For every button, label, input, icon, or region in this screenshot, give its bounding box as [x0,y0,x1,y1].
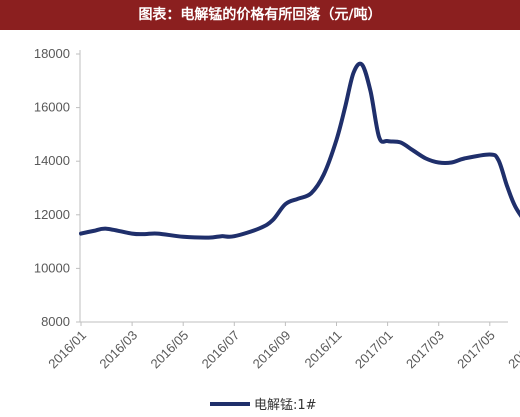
y-tick-labels: 8000 10000 12000 14000 16000 18000 [34,46,80,329]
x-tick-label: 2016/03 [96,328,140,372]
title-bar: 图表：电解锰的价格有所回落（元/吨） [0,0,520,30]
series-line-0 [79,61,520,240]
y-tick-label: 12000 [34,207,70,222]
x-tick-label: 2017/05 [454,328,498,372]
legend-label: 电解锰:1# [254,398,317,413]
chart-axes [79,50,508,323]
x-tick-label: 2017/07 [505,328,520,372]
y-tick-label: 10000 [34,260,70,275]
chart-title: 图表：电解锰的价格有所回落（元/吨） [138,7,382,23]
x-tick-labels: 2016/01 2016/03 2016/05 2016/07 2016/09 2016/… [45,322,520,371]
x-tick-label: 2016/09 [250,328,294,372]
y-tick-label: 16000 [34,100,70,115]
x-tick-label: 2016/07 [199,328,243,372]
x-tick-label: 2016/11 [301,328,344,371]
series-group [79,61,520,240]
x-tick-label: 2017/01 [352,328,396,372]
legend: 电解锰:1# [210,398,317,413]
x-tick-label: 2017/03 [403,328,447,372]
x-tick-label: 2016/05 [147,328,191,372]
y-tick-label: 8000 [41,314,70,329]
y-tick-label: 18000 [34,46,70,61]
y-tick-label: 14000 [34,153,70,168]
x-tick-label: 2016/01 [45,328,89,372]
